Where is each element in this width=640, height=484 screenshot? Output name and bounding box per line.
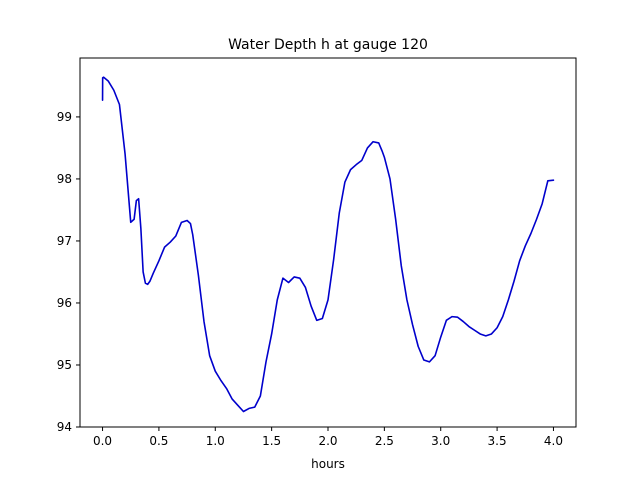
axes: 0.0 0.5 1.0 1.5 2.0 2.5 3.0 3.5 4.0 94 95 96 97 98 99	[57, 57, 577, 448]
y-tick-label: 97	[57, 234, 72, 248]
x-tick-label: 0.5	[149, 434, 168, 448]
axes-frame	[79, 57, 577, 428]
y-tick-label: 96	[57, 296, 72, 310]
series-line-0	[101, 76, 555, 413]
x-tick-label: 3.5	[488, 434, 507, 448]
x-tick-label: 1.0	[206, 434, 225, 448]
x-axis-label: hours	[311, 457, 345, 471]
x-tick-label: 2.0	[318, 434, 337, 448]
y-tick-label: 94	[57, 420, 72, 434]
plot-area	[101, 76, 555, 413]
chart-title: Water Depth h at gauge 120	[228, 37, 428, 53]
y-tick-label: 99	[57, 110, 72, 124]
y-tick-label: 95	[57, 358, 72, 372]
x-tick-label: 3.0	[431, 434, 450, 448]
x-tick-label: 4.0	[544, 434, 563, 448]
x-tick-label: 0.0	[93, 434, 112, 448]
y-tick-label: 98	[57, 172, 72, 186]
x-tick-label: 2.5	[375, 434, 394, 448]
x-tick-label: 1.5	[262, 434, 281, 448]
